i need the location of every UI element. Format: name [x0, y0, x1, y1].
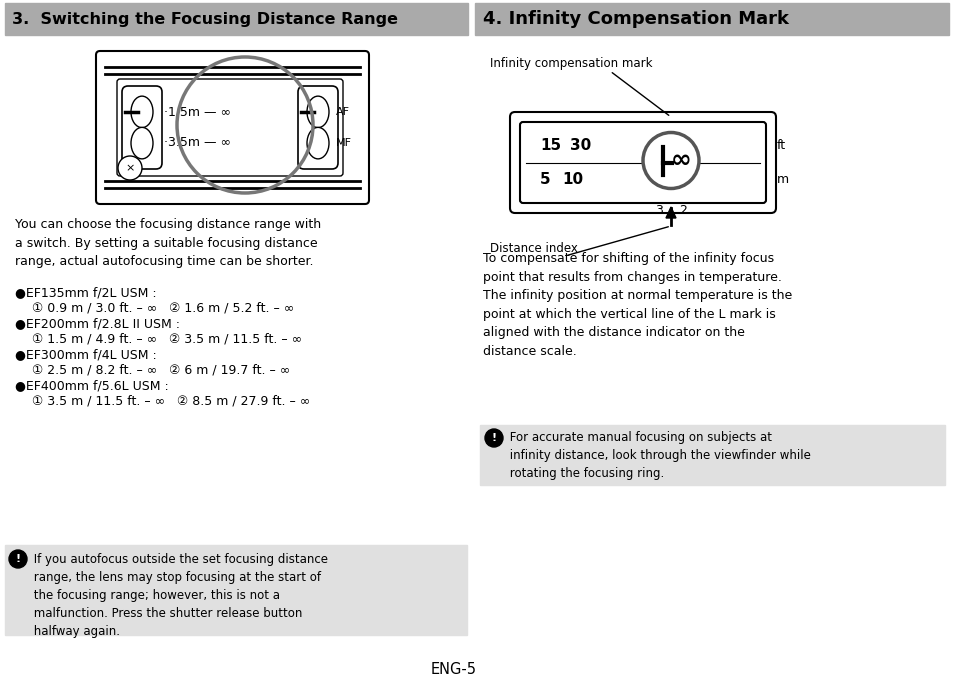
Text: 3.  Switching the Focusing Distance Range: 3. Switching the Focusing Distance Range: [12, 12, 397, 26]
Ellipse shape: [307, 128, 329, 159]
Bar: [5, 3, 468, 35]
Text: ·3.5m — ∞: ·3.5m — ∞: [164, 137, 231, 150]
Text: If you autofocus outside the set focusing distance
 range, the lens may stop foc: If you autofocus outside the set focusin…: [30, 553, 328, 638]
FancyBboxPatch shape: [117, 79, 343, 176]
Text: 10: 10: [562, 172, 583, 187]
Text: m: m: [776, 173, 788, 186]
Circle shape: [484, 429, 502, 447]
Text: Distance index: Distance index: [490, 242, 578, 255]
Text: 30: 30: [570, 138, 591, 153]
Text: Infinity compensation mark: Infinity compensation mark: [490, 57, 652, 70]
FancyBboxPatch shape: [122, 86, 162, 169]
Text: 3: 3: [655, 204, 662, 217]
Text: ① 2.5 m / 8.2 ft. – ∞   ② 6 m / 19.7 ft. – ∞: ① 2.5 m / 8.2 ft. – ∞ ② 6 m / 19.7 ft. –…: [20, 364, 290, 377]
Ellipse shape: [131, 96, 152, 128]
Text: !: !: [491, 433, 497, 443]
Circle shape: [642, 132, 699, 188]
Text: To compensate for shifting of the infinity focus
point that results from changes: To compensate for shifting of the infini…: [482, 252, 791, 357]
Bar: [479, 425, 944, 485]
Text: ●EF400mm f/5.6L USM :: ●EF400mm f/5.6L USM :: [15, 379, 169, 392]
Text: ① 1.5 m / 4.9 ft. – ∞   ② 3.5 m / 11.5 ft. – ∞: ① 1.5 m / 4.9 ft. – ∞ ② 3.5 m / 11.5 ft.…: [20, 333, 302, 346]
Text: MF: MF: [335, 138, 352, 148]
Text: ●EF200mm f/2.8L II USM :: ●EF200mm f/2.8L II USM :: [15, 317, 180, 330]
Text: ENG-5: ENG-5: [431, 662, 476, 678]
Text: ●EF135mm f/2L USM :: ●EF135mm f/2L USM :: [15, 286, 156, 299]
FancyBboxPatch shape: [519, 122, 765, 203]
Text: ① 0.9 m / 3.0 ft. – ∞   ② 1.6 m / 5.2 ft. – ∞: ① 0.9 m / 3.0 ft. – ∞ ② 1.6 m / 5.2 ft. …: [20, 302, 294, 315]
Text: ×: ×: [125, 163, 134, 173]
Text: 4. Infinity Compensation Mark: 4. Infinity Compensation Mark: [482, 10, 788, 28]
Bar: [475, 3, 948, 35]
Text: !: !: [15, 554, 21, 564]
Text: 2: 2: [679, 204, 686, 217]
Circle shape: [118, 156, 142, 180]
Text: ∞: ∞: [670, 148, 691, 172]
Bar: [5, 545, 467, 635]
Text: ·1.5m — ∞: ·1.5m — ∞: [164, 106, 231, 119]
Text: AF: AF: [335, 107, 350, 117]
Text: ●EF300mm f/4L USM :: ●EF300mm f/4L USM :: [15, 348, 156, 361]
FancyBboxPatch shape: [510, 112, 775, 213]
Ellipse shape: [131, 128, 152, 159]
FancyBboxPatch shape: [96, 51, 369, 204]
Text: 5: 5: [539, 172, 550, 187]
Circle shape: [9, 550, 27, 568]
Ellipse shape: [307, 96, 329, 128]
Text: ① 3.5 m / 11.5 ft. – ∞   ② 8.5 m / 27.9 ft. – ∞: ① 3.5 m / 11.5 ft. – ∞ ② 8.5 m / 27.9 ft…: [20, 395, 310, 408]
Text: ft: ft: [776, 139, 785, 152]
Text: 15: 15: [539, 138, 561, 153]
Polygon shape: [665, 207, 676, 218]
Text: You can choose the focusing distance range with
a switch. By setting a suitable : You can choose the focusing distance ran…: [15, 218, 321, 268]
Text: For accurate manual focusing on subjects at
 infinity distance, look through the: For accurate manual focusing on subjects…: [505, 431, 810, 480]
FancyBboxPatch shape: [297, 86, 337, 169]
